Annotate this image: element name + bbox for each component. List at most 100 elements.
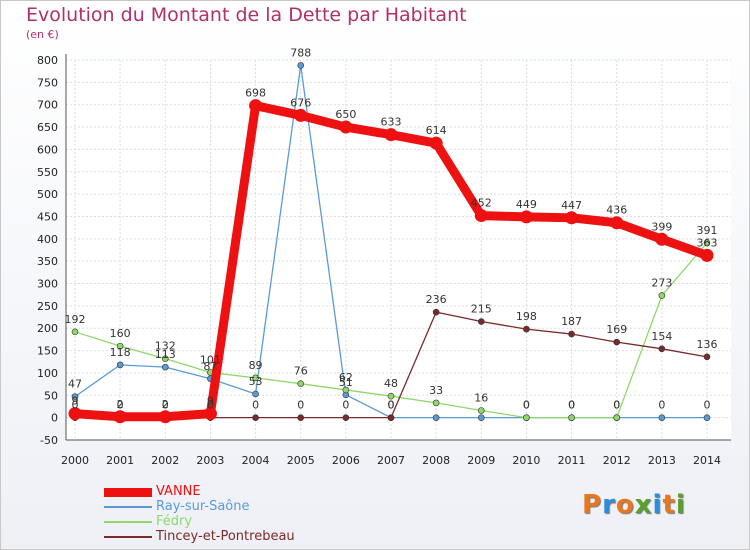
x-tick-label: 2011 — [558, 454, 586, 467]
data-label: 633 — [381, 116, 402, 129]
data-label: 698 — [245, 87, 266, 100]
data-label: 0 — [207, 399, 214, 412]
proxiti-logo: Proxiti — [582, 490, 686, 520]
data-label: 676 — [290, 96, 311, 109]
data-label: 436 — [606, 204, 627, 217]
data-label: 0 — [568, 399, 575, 412]
series-point-2 — [387, 392, 395, 400]
data-label: 2 — [162, 398, 169, 411]
x-tick-label: 2004 — [242, 454, 270, 467]
data-label: 47 — [68, 378, 82, 391]
y-tick-label: 100 — [37, 367, 58, 380]
data-label: 0 — [568, 399, 575, 412]
series-point-1 — [703, 414, 711, 421]
data-label: 0 — [523, 399, 530, 412]
data-label: 101 — [200, 353, 221, 366]
series-point-0 — [565, 211, 579, 225]
series-point-2 — [297, 380, 305, 387]
data-label: 399 — [651, 220, 672, 233]
series-point-0 — [610, 216, 624, 230]
data-label: 449 — [516, 198, 537, 211]
data-label: 391 — [697, 224, 718, 237]
data-label: 0 — [117, 399, 124, 412]
y-tick-label: 650 — [37, 121, 58, 134]
data-label: 132 — [155, 340, 176, 353]
data-label: 215 — [471, 303, 492, 316]
legend-label: VANNE — [156, 484, 201, 499]
x-tick-label: 2014 — [693, 454, 721, 467]
series-point-2 — [342, 386, 350, 394]
series-point-0 — [113, 410, 127, 424]
data-label: 9 — [207, 395, 214, 408]
series-point-3 — [387, 414, 395, 421]
series-point-1 — [71, 393, 79, 400]
series-point-0 — [203, 407, 217, 421]
series-point-3 — [523, 325, 530, 333]
y-tick-label: 150 — [37, 345, 58, 358]
series-point-1 — [432, 414, 440, 421]
data-label: 0 — [388, 399, 395, 412]
y-tick-label: 200 — [37, 322, 58, 335]
data-label: 273 — [651, 277, 672, 290]
data-label: 113 — [155, 348, 176, 361]
y-tick-label: 500 — [37, 188, 58, 201]
data-label: 169 — [606, 323, 627, 336]
chart-title: Evolution du Montant de la Dette par Hab… — [26, 4, 467, 26]
y-tick-label: -50 — [40, 434, 58, 447]
series-point-1 — [252, 390, 259, 398]
data-label: 0 — [72, 399, 79, 412]
x-tick-label: 2012 — [603, 454, 631, 467]
y-tick-label: 750 — [37, 76, 58, 89]
y-tick-label: 550 — [37, 166, 58, 179]
data-label: 76 — [294, 365, 308, 378]
data-label: 187 — [561, 315, 582, 328]
x-tick-label: 2003 — [196, 454, 224, 467]
x-tick-label: 2000 — [61, 454, 89, 467]
y-tick-label: 400 — [37, 233, 58, 246]
legend-swatch — [104, 536, 152, 538]
data-label: 0 — [252, 399, 259, 412]
y-tick-label: 800 — [37, 54, 58, 67]
series-point-2 — [432, 399, 440, 407]
data-label: 87 — [203, 360, 217, 373]
data-label: 51 — [339, 376, 353, 389]
logo-letter: P — [582, 490, 603, 520]
series-point-3 — [658, 345, 666, 353]
x-tick-label: 2002 — [151, 454, 179, 467]
data-label: 198 — [516, 310, 537, 323]
data-label: 154 — [651, 330, 672, 343]
x-tick-label: 2010 — [512, 454, 540, 467]
series-point-1 — [116, 361, 124, 369]
series-point-1 — [477, 414, 485, 421]
data-label: 0 — [613, 399, 620, 412]
series-point-0 — [474, 209, 488, 223]
y-tick-label: 250 — [37, 300, 58, 313]
series-point-0 — [249, 99, 263, 113]
data-label: 2 — [117, 398, 124, 411]
y-tick-label: 50 — [44, 389, 58, 402]
series-point-0 — [655, 232, 669, 246]
logo-letter: x — [634, 490, 653, 520]
series-point-2 — [703, 239, 711, 247]
data-label: 33 — [429, 384, 443, 397]
data-label: 0 — [297, 399, 304, 412]
legend-swatch — [104, 521, 152, 523]
x-tick-label: 2006 — [332, 454, 360, 467]
series-point-2 — [252, 374, 259, 382]
series-point-3 — [477, 318, 485, 325]
series-point-0 — [519, 210, 533, 224]
data-label: 0 — [523, 399, 530, 412]
logo-letter: t — [662, 490, 676, 520]
data-label: 16 — [474, 391, 488, 404]
series-point-0 — [700, 248, 714, 262]
x-tick-label: 2009 — [467, 454, 495, 467]
data-label: 452 — [471, 197, 492, 210]
data-label: 614 — [426, 124, 447, 137]
data-label: 0 — [388, 399, 395, 412]
legend-label: Ray-sur-Saône — [156, 499, 250, 514]
series-point-0 — [384, 128, 398, 142]
series-point-1 — [297, 62, 305, 69]
series-point-2 — [477, 407, 485, 414]
data-label: 0 — [342, 399, 349, 412]
data-label: 0 — [162, 399, 169, 412]
